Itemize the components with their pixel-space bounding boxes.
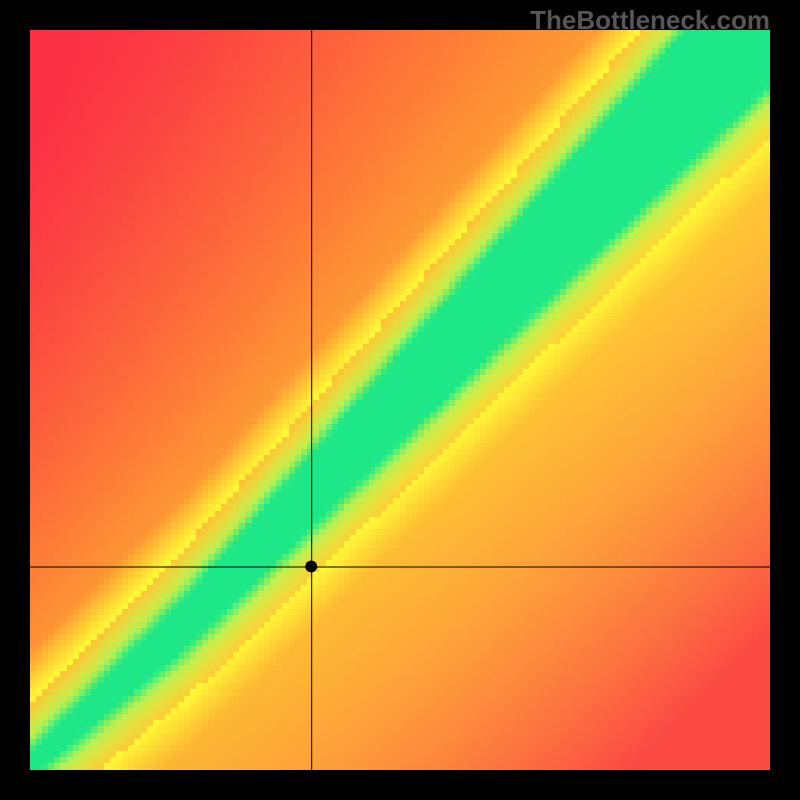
chart-container: TheBottleneck.com — [0, 0, 800, 800]
bottleneck-heatmap — [30, 30, 770, 770]
watermark-text: TheBottleneck.com — [530, 5, 770, 36]
